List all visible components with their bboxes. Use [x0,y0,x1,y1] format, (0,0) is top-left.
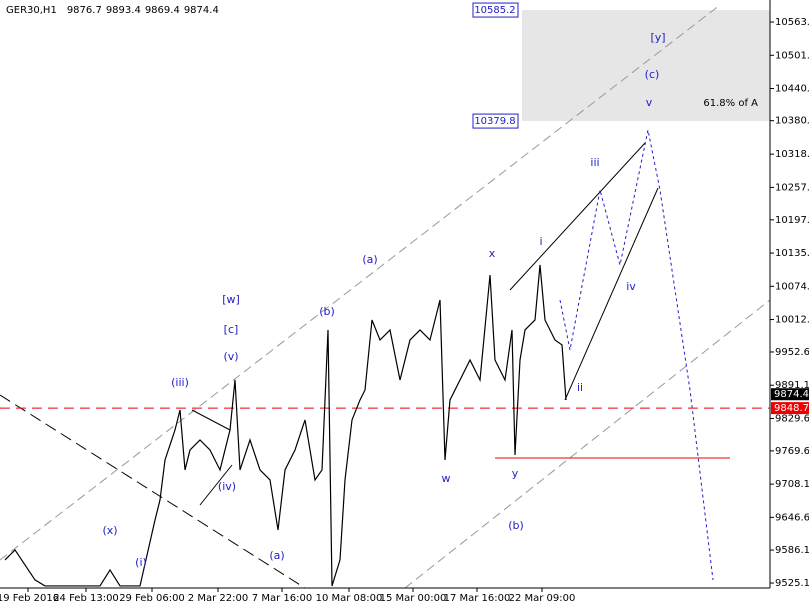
ohlc-value: 9874.4 [184,5,219,16]
price-line [4,264,567,587]
wave-label: iii [590,156,599,169]
level-price-box [771,402,809,415]
wave-label: i [539,235,542,248]
level-price-label: 9848.7 [774,403,809,414]
x-tick-label: 2 Mar 22:00 [188,593,248,604]
current-price-label: 9874.4 [774,389,809,400]
wave-label: (c) [645,68,660,81]
wedge-line [564,187,659,401]
symbol: GER30,H1 [6,5,57,16]
zone-price-label: 10585.2 [474,5,515,16]
y-tick-label: 9952.6 [775,347,809,358]
x-tick-label: 24 Feb 13:00 [53,593,119,604]
wedge-line [199,464,233,506]
y-tick-label: 9829.6 [775,413,809,424]
y-tick-label: 9525.1 [775,578,809,589]
wave-label: (iv) [218,480,236,493]
wave-label: [y] [650,31,665,44]
wave-label: y [512,467,519,480]
wave-label: [w] [222,293,240,306]
wave-label: (i) [135,556,147,569]
y-tick-label: 9769.6 [775,446,809,457]
zone-label-box [472,2,519,18]
ohlc-value: 9876.7 [67,5,102,16]
wave-label: [c] [224,323,239,336]
y-tick-label: 10318.6 [775,149,809,160]
current-price-box [771,388,809,401]
channel-upper [0,4,721,561]
wave-label: (iii) [171,376,189,389]
y-tick-label: 9708.1 [775,479,809,490]
target-zone [522,10,770,122]
y-tick-label: 10501.5 [775,50,809,61]
y-tick-label: 9586.1 [775,545,809,556]
wave-label: x [489,247,496,260]
x-tick-label: 10 Mar 08:00 [316,593,383,604]
x-tick-label: 15 Mar 00:00 [380,593,447,604]
x-tick-label: 29 Feb 06:00 [119,593,185,604]
x-tick-label: 19 Feb 2016 [0,593,59,604]
wave-label: (b) [319,305,335,318]
header: GER30,H1 9876.7 9893.4 9869.4 9874.4 [6,5,219,16]
x-tick-label: 22 Mar 09:00 [509,593,576,604]
y-tick-label: 10563.1 [775,17,809,28]
wedge-line [509,142,646,291]
y-tick-label: 10074.1 [775,281,809,292]
wave-label: w [442,472,451,485]
wave-label: iv [626,280,636,293]
wave-label: ii [577,381,583,394]
trend-line [0,394,306,589]
wedge-line [191,409,231,431]
wave-label: (b) [508,519,524,532]
y-tick-label: 9646.6 [775,512,809,523]
x-tick-label: 17 Mar 16:00 [444,593,511,604]
forecast-path [559,129,714,581]
zone-price-label: 10379.8 [474,116,515,127]
wave-label: (a) [269,549,284,562]
x-tick-label: 7 Mar 16:00 [252,593,312,604]
y-tick-label: 10197.1 [775,215,809,226]
y-tick-label: 10012.6 [775,315,809,326]
ohlc-value: 9893.4 [106,5,141,16]
y-tick-label: 10257.1 [775,182,809,193]
y-tick-label: 10380.5 [775,116,809,127]
y-tick-label: 9891.1 [775,380,809,391]
wave-label: v [646,96,653,109]
y-tick-label: 10440.1 [775,83,809,94]
zone-label-box [472,113,519,129]
channel-lower [404,299,771,589]
wave-label: (a) [362,253,377,266]
y-tick-label: 10135.6 [775,248,809,259]
ohlc-value: 9869.4 [145,5,180,16]
zone-label: 61.8% of A [703,98,758,109]
wave-label: (x) [102,524,117,537]
wave-label: (v) [223,350,238,363]
